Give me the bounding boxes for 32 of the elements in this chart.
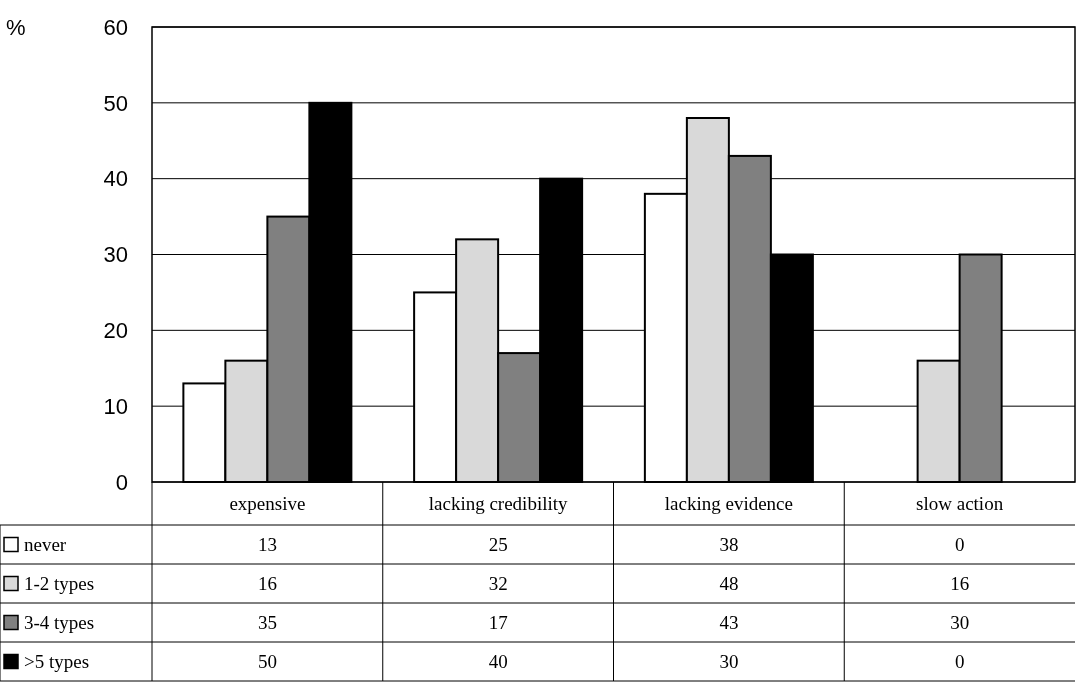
data-label: 0	[954, 534, 965, 556]
data-label: 17	[488, 612, 508, 634]
data-label: 0	[954, 651, 965, 673]
data-label: 35	[257, 612, 277, 634]
data-label: 30	[719, 651, 739, 673]
data-label: 16	[950, 573, 970, 595]
legend-label: >5 types	[24, 651, 90, 673]
data-label: 16	[257, 573, 277, 595]
y-tick-label: 20	[103, 318, 128, 344]
y-tick-label: 30	[103, 242, 128, 268]
data-label: 30	[950, 612, 970, 634]
x-tick-label: slow action	[916, 493, 1004, 515]
y-tick-label: 10	[103, 393, 128, 419]
y-tick-label: 0	[115, 469, 128, 495]
y-tick-label: 50	[103, 90, 128, 116]
data-label: 40	[488, 651, 508, 673]
data-label: 25	[488, 534, 508, 556]
y-tick-label: 40	[103, 166, 128, 192]
y-axis-title: %	[6, 14, 26, 40]
data-label: 50	[257, 651, 277, 673]
x-tick-label: expensive	[229, 493, 306, 515]
data-label: 13	[257, 534, 277, 556]
legend-label: 3-4 types	[24, 612, 95, 634]
data-label: 43	[719, 612, 739, 634]
data-label: 32	[488, 573, 508, 595]
legend-label: never	[24, 534, 67, 556]
y-tick-label: 60	[103, 14, 128, 40]
data-label: 38	[719, 534, 739, 556]
x-tick-label: lacking credibility	[428, 493, 568, 515]
x-tick-label: lacking evidence	[664, 493, 793, 515]
data-label: 48	[719, 573, 739, 595]
legend-label: 1-2 types	[24, 573, 95, 595]
